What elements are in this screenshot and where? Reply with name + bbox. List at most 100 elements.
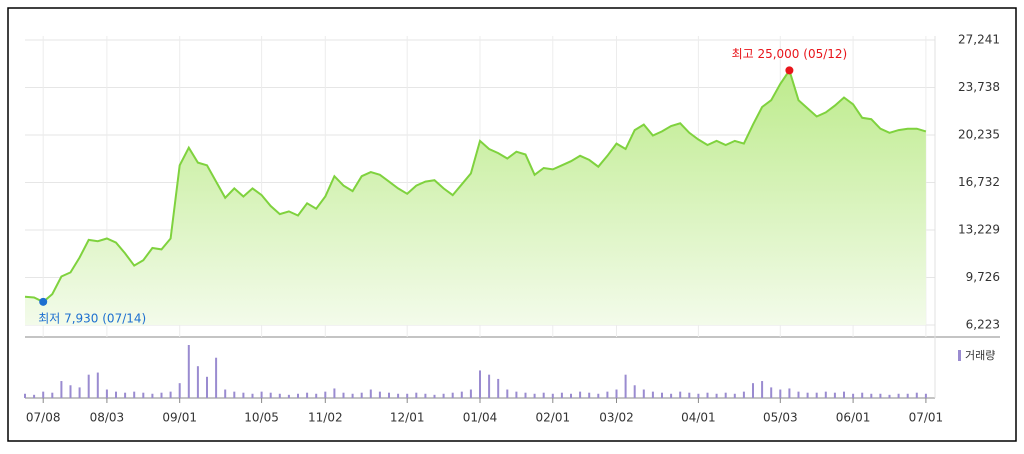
volume-bar bbox=[87, 374, 90, 398]
volume-bar bbox=[378, 391, 381, 398]
x-tick-label: 05/03 bbox=[763, 411, 798, 425]
volume-bar bbox=[451, 392, 454, 398]
volume-bar bbox=[96, 372, 99, 398]
x-tick-label: 06/01 bbox=[836, 411, 871, 425]
volume-bar bbox=[588, 392, 591, 398]
y-tick-label: 23,738 bbox=[958, 80, 1000, 94]
volume-bar bbox=[469, 389, 472, 398]
volume-bar bbox=[924, 393, 927, 398]
volume-bar bbox=[406, 393, 409, 398]
volume-bar bbox=[388, 392, 390, 398]
volume-bar bbox=[597, 393, 600, 398]
volume-bar bbox=[151, 393, 154, 398]
volume-bar bbox=[269, 392, 272, 398]
x-tick-label: 12/01 bbox=[390, 411, 425, 425]
volume-bar bbox=[169, 391, 172, 398]
volume-bar bbox=[733, 393, 736, 398]
volume-bar bbox=[688, 392, 691, 398]
volume-bar bbox=[870, 393, 873, 398]
y-tick-label: 9,726 bbox=[966, 270, 1000, 284]
volume-bar bbox=[178, 383, 181, 398]
volume-bar bbox=[515, 391, 518, 398]
volume-bar bbox=[579, 391, 582, 398]
volume-bar bbox=[196, 366, 199, 398]
volume-bar bbox=[306, 392, 309, 398]
y-tick-label: 20,235 bbox=[958, 128, 1000, 142]
volume-bar bbox=[779, 389, 782, 398]
price-line bbox=[24, 68, 927, 304]
volume-bar bbox=[442, 393, 445, 398]
volume-bar bbox=[78, 387, 81, 398]
volume-bar bbox=[606, 391, 609, 398]
x-tick-label: 01/04 bbox=[463, 411, 498, 425]
volume-bar bbox=[397, 393, 400, 398]
area-fill bbox=[25, 70, 926, 326]
volume-bar bbox=[460, 391, 463, 398]
volume-bar bbox=[233, 391, 236, 398]
volume-bar bbox=[187, 345, 190, 398]
x-tick-label: 11/02 bbox=[308, 411, 343, 425]
volume-bar bbox=[124, 392, 127, 398]
volume-bar bbox=[806, 392, 809, 398]
volume-bar bbox=[724, 392, 727, 398]
volume-bar bbox=[906, 393, 909, 398]
y-tick-label: 6,223 bbox=[966, 318, 1000, 332]
volume-bar bbox=[679, 391, 682, 398]
volume-bar bbox=[833, 392, 836, 398]
volume-bar bbox=[433, 394, 436, 398]
volume-bar bbox=[287, 394, 290, 398]
volume-bar bbox=[843, 391, 845, 398]
x-tick-label: 09/01 bbox=[162, 411, 197, 425]
volume-bar bbox=[570, 393, 572, 398]
x-tick-label: 07/08 bbox=[26, 411, 61, 425]
volume-bar bbox=[360, 392, 363, 398]
volume-bar bbox=[706, 392, 709, 398]
volume-bar bbox=[697, 393, 700, 398]
volume-bar bbox=[315, 393, 318, 398]
volume-bar bbox=[115, 391, 117, 398]
volume-bar bbox=[651, 391, 654, 398]
y-tick-label: 16,732 bbox=[958, 175, 1000, 189]
volume-legend: 거래량 bbox=[965, 349, 995, 362]
y-tick-label: 27,241 bbox=[958, 33, 1000, 47]
volume-bar bbox=[42, 391, 45, 398]
volume-bar bbox=[715, 393, 718, 398]
volume-bar bbox=[506, 389, 509, 398]
volume-bar bbox=[33, 394, 36, 398]
x-tick-label: 03/02 bbox=[599, 411, 634, 425]
volume-bar bbox=[752, 383, 754, 398]
volume-bar bbox=[242, 392, 245, 398]
volume-bar bbox=[642, 389, 645, 398]
volume-bar bbox=[251, 393, 254, 398]
x-tick-label: 02/01 bbox=[536, 411, 571, 425]
volume-bar bbox=[888, 394, 891, 398]
volume-bar bbox=[297, 393, 299, 398]
volume-bar bbox=[897, 393, 900, 398]
volume-bar bbox=[133, 391, 136, 398]
volume-bar bbox=[488, 374, 491, 398]
volume-bar bbox=[142, 392, 145, 398]
volume-bar bbox=[260, 391, 263, 398]
volume-bar bbox=[206, 376, 208, 398]
volume-bar bbox=[333, 388, 336, 398]
low-label: 최저 7,930 (07/14) bbox=[38, 311, 146, 325]
volume-bar bbox=[524, 392, 527, 398]
volume-bar bbox=[351, 393, 354, 398]
volume-bar bbox=[160, 392, 163, 398]
volume-bar bbox=[770, 387, 773, 398]
volume-bar bbox=[215, 357, 218, 398]
volume-bar bbox=[24, 393, 26, 398]
volume-bar bbox=[861, 392, 864, 398]
volume-bar bbox=[51, 392, 54, 398]
volume-bar bbox=[278, 393, 281, 398]
high-label: 최고 25,000 (05/12) bbox=[732, 47, 848, 61]
volume-bar bbox=[670, 393, 673, 398]
volume-legend-swatch bbox=[958, 350, 961, 361]
volume-bar bbox=[560, 392, 563, 398]
x-tick-label: 04/01 bbox=[681, 411, 716, 425]
volume-bar bbox=[224, 389, 227, 398]
volume-bar bbox=[633, 385, 636, 398]
volume-bar bbox=[879, 393, 882, 398]
volume-bar bbox=[542, 392, 545, 398]
